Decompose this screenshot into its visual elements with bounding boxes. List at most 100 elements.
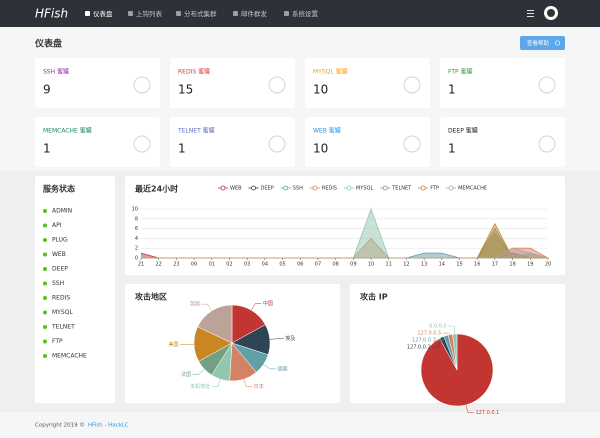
card-value: 1	[178, 142, 186, 156]
slice-label: 6.0.0.0	[429, 324, 447, 330]
slice-label: 本机地址	[190, 383, 210, 390]
card	[305, 117, 430, 167]
service-name: MYSQL	[52, 309, 73, 316]
x-tick-label: 19	[527, 262, 533, 268]
x-tick-label: 20	[545, 262, 551, 268]
slice-label: 德国	[278, 365, 288, 372]
slice-label: 127.0.0.1	[475, 410, 499, 416]
status-dot	[43, 310, 47, 315]
card-value: 10	[313, 83, 328, 97]
card-icon	[268, 76, 286, 94]
leader-line	[211, 379, 221, 387]
x-tick-label: 13	[421, 262, 427, 268]
x-tick-label: 14	[439, 262, 445, 268]
x-tick-label: 11	[386, 262, 392, 268]
card-title: TELNET 蜜罐	[177, 127, 215, 135]
card	[35, 117, 160, 167]
card-value: 1	[43, 142, 51, 156]
slice-label: 日本	[254, 383, 264, 390]
service-name: SSH	[52, 280, 64, 287]
legend-marker	[312, 185, 318, 191]
service-name: API	[52, 222, 62, 229]
slice-label: 埃及	[285, 335, 295, 342]
card-icon	[403, 76, 421, 94]
x-tick-label: 23	[173, 262, 179, 268]
chart-panel	[125, 176, 565, 275]
series-line	[141, 247, 549, 259]
y-tick-label: 6	[135, 226, 138, 232]
service-name: FTP	[52, 338, 63, 345]
nav-item[interactable]: 分布式集群	[184, 9, 217, 18]
legend-marker	[220, 185, 226, 191]
chart-title: 攻击地区	[135, 292, 167, 302]
service-name: ADMIN	[52, 208, 72, 215]
y-tick-label: 4	[135, 236, 138, 242]
slice-label: 127.0.0.3	[412, 338, 436, 344]
x-tick-label: 08	[332, 262, 338, 268]
legend-label[interactable]: MYSQL	[356, 186, 373, 192]
copyright: Copyright 2019 ©	[35, 422, 85, 429]
nav-icon	[176, 11, 181, 16]
leader-line	[201, 303, 212, 312]
card-title: MYSQL 蜜罐	[313, 68, 348, 76]
menu-icon[interactable]	[527, 10, 534, 17]
nav-item[interactable]: 仪表盘	[93, 9, 113, 18]
help-button[interactable]	[520, 36, 565, 50]
footer-link[interactable]: HFish - HackLC	[88, 423, 129, 429]
card-title: FTP 蜜罐	[448, 68, 473, 76]
card-value: 10	[313, 142, 328, 156]
legend-label[interactable]: TELNET	[391, 186, 412, 192]
services-panel	[35, 176, 115, 403]
legend-marker	[346, 185, 352, 191]
legend-label[interactable]: REDIS	[322, 186, 337, 192]
legend-label[interactable]: WEB	[230, 186, 242, 192]
service-name: PLUG	[52, 237, 68, 244]
x-tick-label: 17	[492, 262, 498, 268]
area-fill	[141, 248, 548, 258]
card-title: DEEP 蜜罐	[448, 127, 478, 135]
leader-line	[442, 332, 451, 335]
legend-label[interactable]: FTP	[430, 186, 439, 192]
logo[interactable]: HFish	[35, 7, 68, 21]
leader-line	[432, 337, 442, 348]
leader-line	[465, 404, 474, 413]
pie-slice	[197, 304, 233, 344]
legend-label[interactable]: SSH	[293, 186, 303, 192]
service-name: MEMCACHE	[52, 353, 87, 360]
nav-item[interactable]: 邮件群发	[241, 9, 268, 18]
card-icon	[133, 76, 151, 94]
slice-label: 127.0.0.5	[417, 331, 441, 337]
card-icon	[268, 135, 286, 153]
legend-label[interactable]: DEEP	[261, 186, 274, 192]
x-tick-label: 10	[368, 262, 374, 268]
nav-icon	[128, 11, 133, 16]
x-tick-label: 02	[226, 262, 232, 268]
card-icon	[538, 76, 556, 94]
slice-label: 英国	[190, 301, 200, 308]
service-name: TELNET	[51, 324, 75, 331]
legend-label[interactable]: MEMCACHE	[458, 186, 487, 192]
nav-icon	[284, 11, 289, 16]
x-tick-label: 01	[209, 262, 215, 268]
status-dot	[43, 296, 47, 300]
status-dot	[43, 209, 47, 213]
chart-title: 最近24小时	[135, 184, 178, 194]
leader-line	[243, 379, 253, 387]
card	[305, 58, 430, 108]
status-dot	[43, 339, 47, 344]
leader-line	[251, 303, 262, 311]
status-dot	[43, 223, 47, 228]
card-title: REDIS 蜜罐	[178, 68, 210, 76]
help-button-label[interactable]: 查看帮助	[527, 39, 550, 47]
card-title: MEMCACHE 蜜罐	[43, 127, 92, 135]
x-tick-label: 21	[138, 262, 144, 268]
nav-item[interactable]: 系统设置	[292, 9, 319, 18]
card-value: 15	[178, 83, 193, 97]
nav-item[interactable]: 上钩列表	[136, 9, 163, 18]
leader-line	[269, 338, 284, 340]
status-dot	[43, 267, 47, 271]
card-title: SSH 蜜罐	[43, 68, 69, 76]
status-dot	[43, 238, 47, 242]
